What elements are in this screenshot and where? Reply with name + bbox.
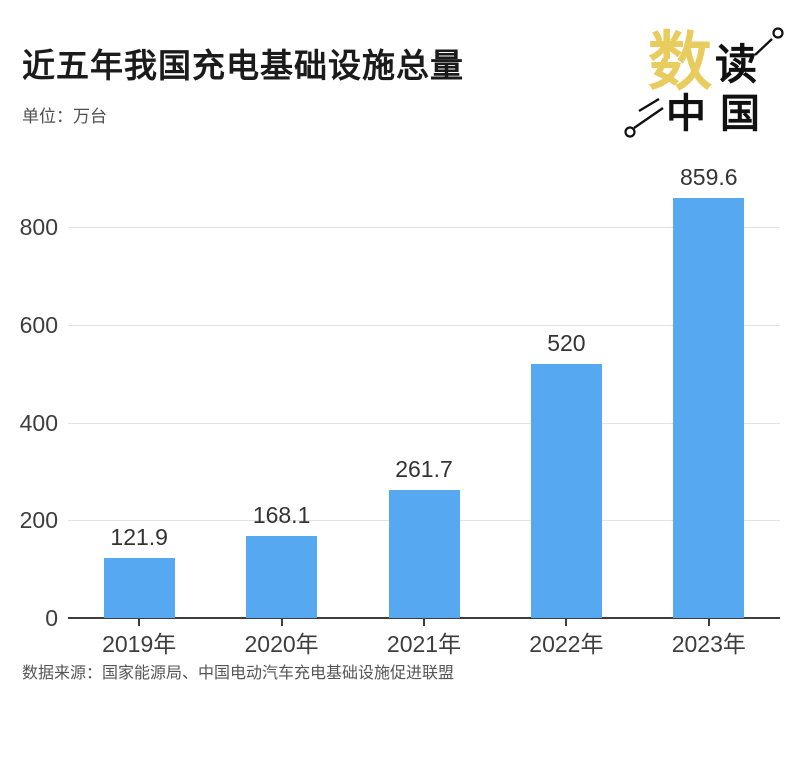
x-axis-label: 2023年 xyxy=(671,631,746,657)
bar-value-label: 168.1 xyxy=(252,501,311,528)
logo-needle-line-top-right xyxy=(754,38,773,56)
x-axis-label: 2019年 xyxy=(102,631,177,657)
x-axis-tick xyxy=(565,619,568,626)
logo-char-du: 读 xyxy=(715,42,757,89)
logo-char-shu: 数 xyxy=(648,27,712,98)
x-axis-label: 2020年 xyxy=(244,631,319,657)
bar-value-label: 121.9 xyxy=(110,524,168,551)
gridline-y-600 xyxy=(68,324,780,326)
y-axis-label: 800 xyxy=(19,214,58,240)
bar-2022年 xyxy=(530,363,602,618)
bar-2021年 xyxy=(388,490,460,618)
bar-2020年 xyxy=(246,535,318,618)
bar-value-label: 520 xyxy=(547,329,586,356)
unit-label: 单位：万台 xyxy=(22,107,107,126)
x-axis-tick xyxy=(138,619,141,626)
x-axis-baseline xyxy=(68,617,780,619)
x-axis-tick xyxy=(707,619,710,626)
gridline-y-400 xyxy=(68,422,780,424)
logo-needle-line-bottom-left-short xyxy=(638,97,660,113)
brand-logo: 数 读 中国 xyxy=(624,27,784,138)
bar-2023年 xyxy=(673,197,745,618)
gridline-y-800 xyxy=(68,227,780,228)
x-axis-label: 2021年 xyxy=(386,631,462,657)
logo-chars-zhongguo: 中国 xyxy=(666,91,774,136)
x-axis-tick xyxy=(280,619,283,626)
logo-needle-line-bottom-left xyxy=(633,107,664,129)
bar-value-label: 859.6 xyxy=(680,163,738,190)
source-note: 数据来源：国家能源局、中国电动汽车充电基础设施促进联盟 xyxy=(22,665,455,682)
x-axis-label: 2022年 xyxy=(529,631,604,657)
y-axis-label: 600 xyxy=(19,311,58,338)
y-axis-label: 200 xyxy=(19,507,58,534)
logo-needle-circle-bottom-left xyxy=(624,126,636,138)
bar-value-label: 261.7 xyxy=(395,456,453,483)
bar-2019年 xyxy=(103,558,175,618)
logo-needle-circle-top-right xyxy=(772,27,784,39)
x-axis-tick xyxy=(423,619,425,626)
y-axis-label: 400 xyxy=(19,409,58,436)
page-title: 近五年我国充电基础设施总量 xyxy=(22,47,464,84)
y-axis-label: 0 xyxy=(45,605,58,631)
